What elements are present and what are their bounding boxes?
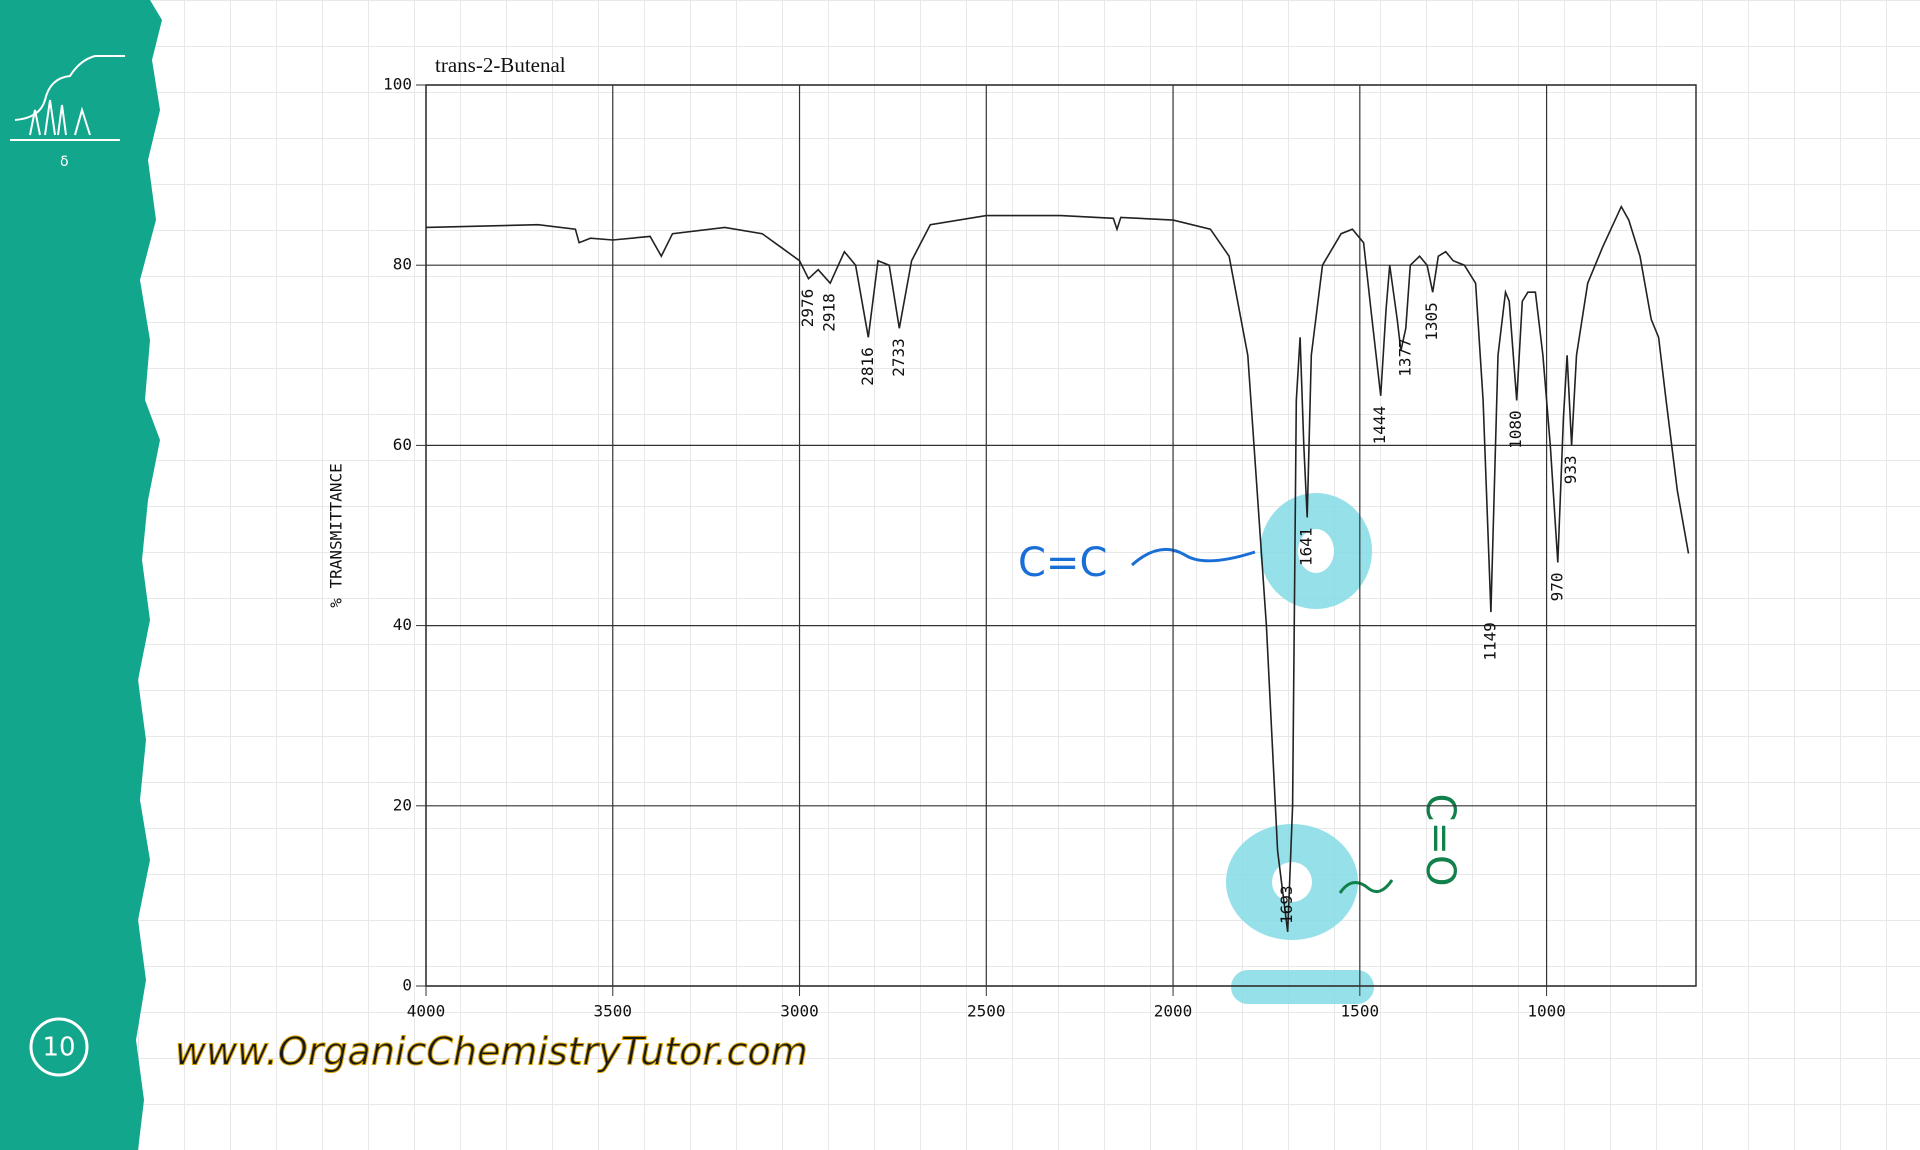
plot-frame [425,84,1697,987]
y-tick-label: 80 [393,255,412,274]
c-o-squiggle [1338,879,1394,894]
chart-title: trans-2-Butenal [435,53,566,77]
peak-label: 2976 [798,289,817,328]
y-tick-label: 60 [393,435,412,454]
website: www.OrganicChemistryTutor.com [175,1030,808,1074]
highlight-axis [1231,970,1374,1004]
nmr-icon: δ [10,55,125,170]
x-tick-label: 4000 [407,1002,446,1021]
y-axis-label: % TRANSMITTANCE [327,463,346,608]
x-tick-label: 3500 [593,1002,632,1021]
y-tick-label: 20 [393,795,412,814]
slide-number-circle [29,1017,89,1077]
slide-number: 10 [42,1033,75,1063]
x-tick-label: 2000 [1154,1002,1193,1021]
peak-label: 1693 [1277,885,1296,924]
peak-label: 933 [1561,455,1580,484]
peak-label: 1641 [1297,527,1316,566]
peak-label: 1377 [1395,338,1414,377]
peak-label: 1149 [1480,622,1499,661]
annotation-c-c: C=C [1018,540,1107,586]
y-tick-label: 0 [402,976,412,995]
peak-label: 1305 [1422,302,1441,341]
x-tick-label: 2500 [967,1002,1006,1021]
x-tick-label: 1000 [1527,1002,1566,1021]
annotation-c-o: C=O [1417,794,1463,887]
peak-label: 2733 [889,338,908,377]
y-tick-label: 40 [393,615,412,634]
icon-delta: δ [60,154,69,170]
x-tick-label: 1500 [1341,1002,1380,1021]
x-tick-label: 3000 [780,1002,819,1021]
green-strip [0,0,162,1150]
plot: trans-2-Butenal % TRANSMITTANCE 0 20 40 60 80 1… [327,53,1697,1021]
peak-label: 2816 [858,347,877,386]
peak-label: 2918 [820,293,839,332]
highlight-c-c-hole [1298,529,1334,573]
peak-label: 1080 [1506,410,1525,449]
c-c-squiggle [1131,547,1256,567]
peak-label: 1444 [1370,406,1389,445]
spectrum-line [425,204,1690,932]
y-tick-label: 100 [383,75,412,94]
peak-label: 970 [1547,573,1566,602]
